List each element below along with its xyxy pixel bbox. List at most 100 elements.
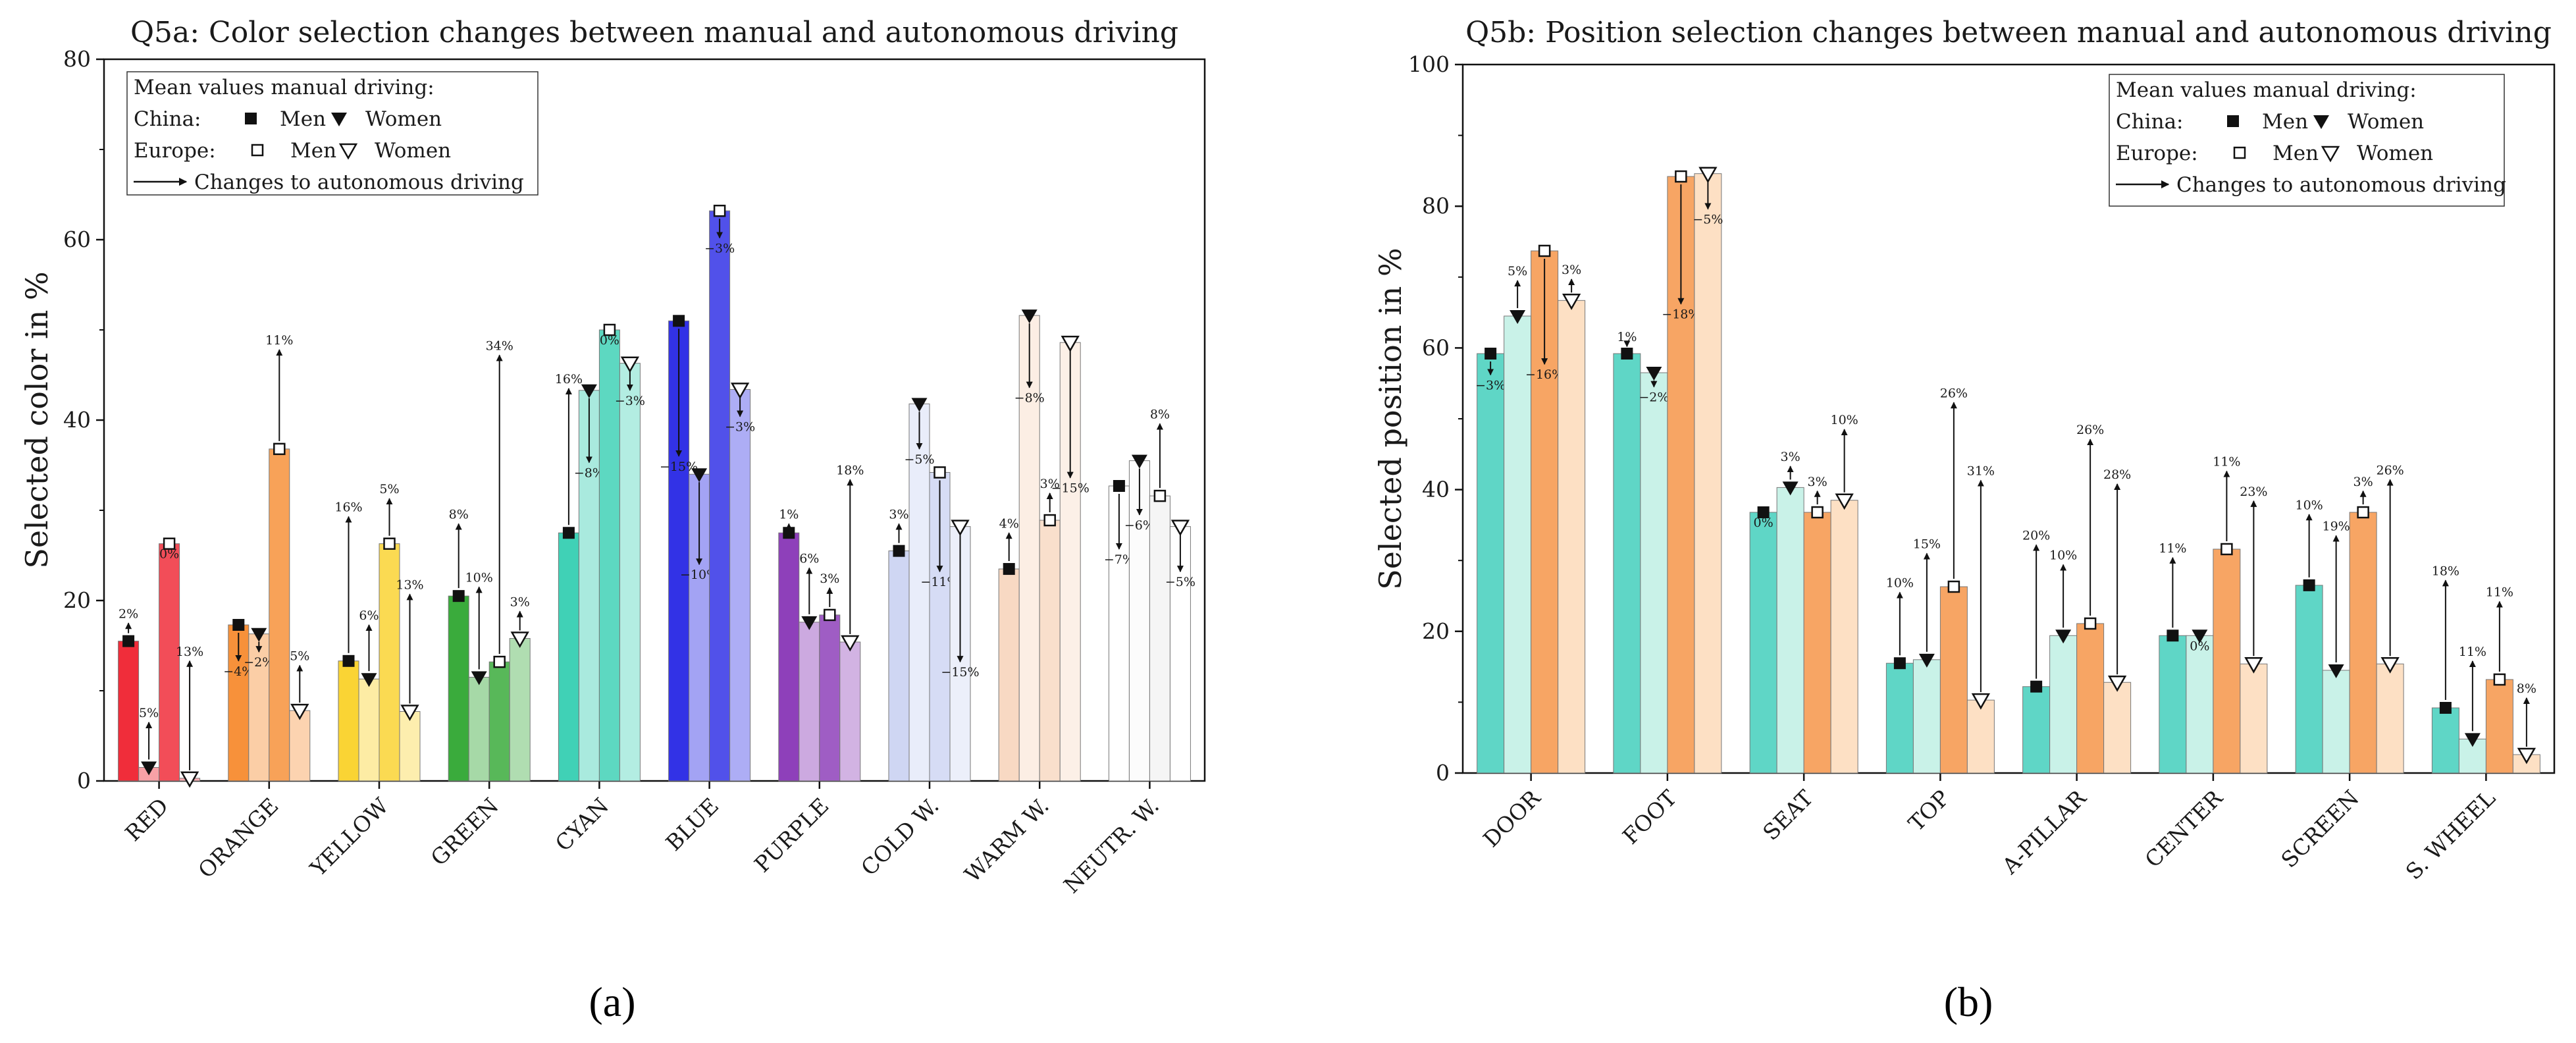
marker-china-women bbox=[1918, 653, 1935, 668]
x-tick-label: A-PILLAR bbox=[1997, 784, 2091, 879]
bar-china-men bbox=[448, 595, 469, 782]
change-label-europe-men: 11% bbox=[2213, 455, 2240, 469]
marker-europe-women bbox=[730, 383, 750, 399]
change-label-europe-men: 26% bbox=[2076, 423, 2104, 437]
change-label-europe-men: −16% bbox=[1525, 367, 1564, 382]
bar-europe-men bbox=[819, 614, 841, 782]
x-tick-label: RED bbox=[120, 793, 173, 846]
marker-china-men bbox=[562, 527, 575, 539]
legend-europe-men-label: Men bbox=[2273, 142, 2319, 165]
change-label-china-men: 3% bbox=[889, 508, 908, 522]
bar-china-women bbox=[799, 622, 820, 782]
x-tick-label: SCREEN bbox=[2276, 785, 2363, 872]
marker-china-men bbox=[673, 315, 685, 327]
bar-china-men bbox=[2022, 686, 2051, 774]
bar-europe-men bbox=[598, 329, 620, 782]
marker-china-men bbox=[1485, 348, 1497, 360]
change-label-china-men: −4% bbox=[223, 664, 253, 679]
marker-europe-men bbox=[163, 537, 176, 550]
marker-china-women bbox=[801, 616, 818, 630]
marker-china-women bbox=[2464, 733, 2481, 747]
change-label-china-men: 18% bbox=[2432, 564, 2459, 578]
legend-europe-women-marker bbox=[338, 143, 358, 160]
bar-china-men bbox=[558, 532, 579, 782]
change-label-china-women: −5% bbox=[904, 452, 934, 467]
change-label-europe-women: −15% bbox=[941, 665, 979, 680]
change-label-europe-women: 23% bbox=[2240, 485, 2267, 499]
marker-china-men bbox=[2439, 702, 2452, 714]
bar-europe-men bbox=[2485, 679, 2513, 774]
bar-china-women bbox=[468, 676, 490, 782]
marker-europe-men bbox=[824, 608, 836, 622]
bar-china-men bbox=[1749, 512, 1777, 774]
marker-china-women bbox=[141, 761, 157, 776]
marker-europe-women bbox=[180, 771, 199, 788]
legend-europe-men-label: Men bbox=[290, 139, 336, 163]
marker-china-men bbox=[2303, 579, 2315, 591]
change-label-europe-men: 0% bbox=[159, 547, 179, 562]
change-label-europe-women: 18% bbox=[836, 463, 864, 477]
y-tick-label: 60 bbox=[63, 227, 91, 252]
marker-china-men bbox=[232, 618, 245, 631]
subfigure-label-b: (b) bbox=[1944, 978, 1993, 1025]
change-label-china-women: 5% bbox=[1508, 264, 1527, 279]
change-label-china-men: 1% bbox=[779, 508, 799, 522]
change-label-europe-men: −18% bbox=[1662, 308, 1700, 322]
change-label-europe-women: 28% bbox=[2103, 468, 2131, 482]
marker-china-women bbox=[471, 671, 487, 685]
change-label-china-women: −2% bbox=[1639, 390, 1669, 405]
y-tick-label: 60 bbox=[1422, 334, 1450, 360]
change-label-europe-men: −11% bbox=[920, 575, 959, 589]
marker-europe-women bbox=[1698, 167, 1718, 184]
marker-europe-men bbox=[1153, 489, 1167, 502]
change-label-china-women: 3% bbox=[1781, 450, 1801, 464]
marker-china-women bbox=[691, 468, 708, 483]
change-label-europe-women: −3% bbox=[615, 394, 645, 408]
change-label-china-men: 16% bbox=[555, 372, 583, 387]
legend-arrow-label: Changes to autonomous driving bbox=[2176, 173, 2506, 197]
bar-china-men bbox=[888, 550, 910, 782]
legend-china-men-marker bbox=[245, 113, 257, 124]
bar-europe-women bbox=[2103, 682, 2132, 774]
legend-title: Mean values manual driving: bbox=[134, 76, 434, 99]
change-label-china-women: −10% bbox=[680, 568, 718, 582]
change-label-china-men: 2% bbox=[118, 606, 138, 621]
x-tick-label: CYAN bbox=[550, 793, 614, 856]
legend-china-label: China: bbox=[134, 107, 201, 131]
x-tick-label: PURPLE bbox=[749, 793, 833, 877]
change-label-china-men: 1% bbox=[1617, 330, 1637, 344]
bar-europe-women bbox=[619, 363, 641, 782]
change-label-china-men: 0% bbox=[1754, 516, 1774, 530]
bar-china-women bbox=[1504, 315, 1532, 774]
y-tick-label: 20 bbox=[1422, 618, 1450, 644]
change-label-china-women: −6% bbox=[1124, 518, 1155, 533]
change-label-europe-men: 0% bbox=[600, 333, 619, 348]
marker-china-men bbox=[1621, 348, 1633, 360]
change-label-europe-women: 31% bbox=[1967, 464, 1995, 479]
bar-china-men bbox=[2295, 585, 2323, 774]
marker-china-women bbox=[1510, 309, 1526, 324]
legend-china-women-marker bbox=[2313, 115, 2329, 129]
bar-china-men bbox=[2159, 635, 2187, 774]
bar-europe-men bbox=[1149, 495, 1170, 782]
bar-europe-women bbox=[1830, 500, 1858, 774]
change-label-china-men: 11% bbox=[2159, 541, 2186, 556]
legend-arrow-label: Changes to autonomous driving bbox=[194, 171, 524, 194]
legend-china-men-marker bbox=[2227, 115, 2239, 127]
y-tick-label: 0 bbox=[77, 768, 91, 793]
bar-europe-men bbox=[709, 210, 731, 782]
change-label-europe-women: 13% bbox=[176, 645, 203, 659]
bar-europe-women bbox=[2240, 663, 2268, 774]
y-tick-label: 80 bbox=[1422, 193, 1450, 219]
marker-europe-men bbox=[383, 537, 396, 550]
change-label-europe-women: 8% bbox=[2517, 682, 2537, 696]
x-tick-label: FOOT bbox=[1617, 785, 1682, 849]
change-label-china-men: 20% bbox=[2022, 529, 2050, 543]
change-label-china-men: −3% bbox=[1475, 378, 1506, 392]
marker-europe-women bbox=[2380, 657, 2400, 674]
marker-china-women bbox=[581, 384, 597, 398]
legend-china-women-label: Women bbox=[2348, 110, 2424, 134]
change-label-china-women: 6% bbox=[359, 608, 379, 623]
marker-europe-men bbox=[493, 655, 506, 668]
